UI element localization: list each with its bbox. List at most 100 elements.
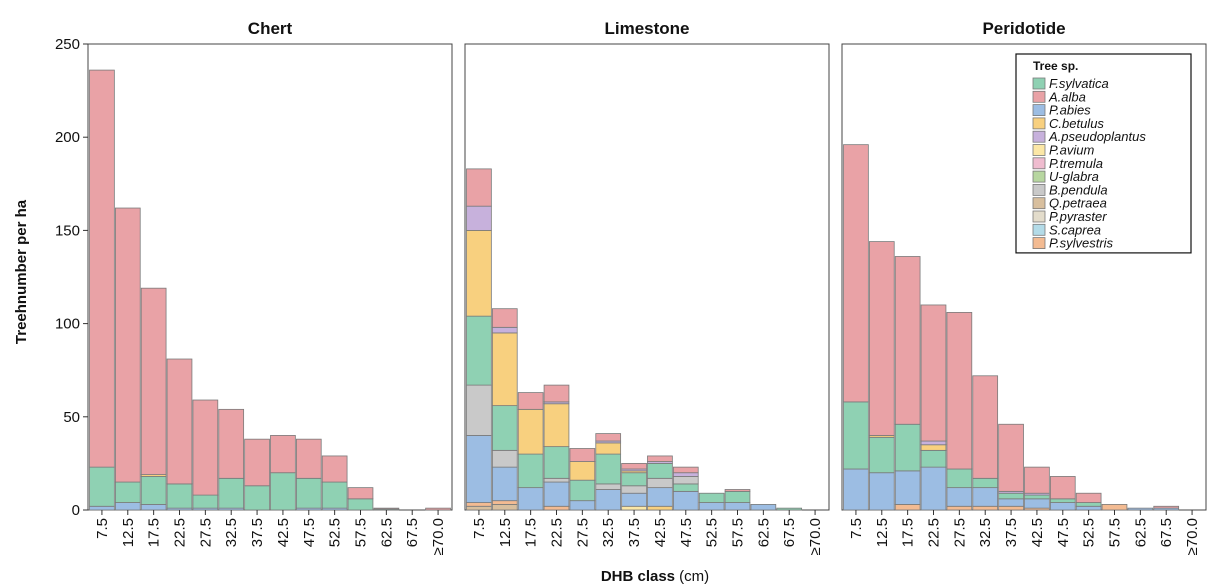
x-tick-label: 7.5 (848, 518, 865, 539)
x-tick-label: 67.5 (1158, 518, 1175, 547)
bar-segment (1127, 507, 1154, 511)
bar-segment (750, 504, 777, 511)
bar-segment (166, 358, 193, 485)
x-tick-label: 62.5 (755, 518, 772, 547)
bar-segment (491, 308, 518, 328)
bar-segment (1075, 505, 1102, 511)
bar-segment (1049, 502, 1076, 511)
bar-segment (621, 492, 647, 507)
bar-segment (698, 502, 725, 511)
bar-segment (321, 481, 348, 509)
panel-title-peridotide: Peridotide (982, 19, 1065, 38)
x-tick-label: 57.5 (353, 518, 370, 547)
bar-segment (621, 505, 647, 511)
bar-segment (672, 466, 699, 474)
bar-segment (569, 461, 596, 481)
bar-segment (466, 315, 492, 386)
bar-segment (621, 462, 647, 470)
legend-swatch (1032, 157, 1046, 170)
bar-segment (543, 446, 570, 479)
bar-segment (270, 435, 296, 474)
x-tick-label: 47.5 (1055, 518, 1072, 547)
x-tick-label: 32.5 (977, 518, 994, 547)
legend-swatch (1032, 117, 1046, 130)
x-tick-label: 22.5 (926, 518, 943, 547)
x-tick-label: 17.5 (523, 518, 540, 547)
bar-segment (166, 483, 193, 509)
bar-segment (569, 500, 596, 511)
bar-segment (946, 312, 973, 470)
bar-segment (672, 476, 699, 485)
bar-segment (724, 490, 751, 503)
bar-segment (114, 481, 141, 503)
legend-swatch (1032, 223, 1046, 236)
y-tick-label: 50 (63, 409, 80, 426)
bar-segment (491, 504, 518, 511)
x-tick-label: 37.5 (1003, 518, 1020, 547)
bar-segment (647, 505, 673, 511)
y-tick-label: 0 (72, 502, 80, 519)
legend-swatch (1032, 237, 1046, 250)
bar-segment (920, 440, 947, 446)
bar-segment (218, 408, 245, 479)
bar-segment (218, 477, 245, 509)
bar-segment (543, 403, 570, 448)
x-tick-label: 22.5 (549, 518, 566, 547)
x-tick-label: 22.5 (172, 518, 189, 547)
legend-swatch (1032, 197, 1046, 210)
x-tick-label: 7.5 (471, 518, 488, 539)
bar-segment (843, 144, 869, 403)
bar-segment (491, 405, 518, 451)
bar-segment (998, 505, 1024, 511)
legend-swatch (1032, 183, 1046, 196)
x-tick-label: 52.5 (1081, 518, 1098, 547)
legend-item-label: B.pendula (1049, 182, 1108, 197)
bar-segment (894, 504, 921, 511)
legend-swatch (1032, 90, 1046, 103)
x-axis-label: DHB class (cm) (601, 568, 709, 585)
legend-item-label: A.pseudoplantus (1048, 129, 1146, 144)
legend-item-label: Q.petraea (1049, 196, 1107, 211)
bar-segment (894, 470, 921, 505)
bar-segment (972, 477, 999, 489)
bar-segment (466, 168, 492, 207)
bar-segment (1049, 498, 1076, 503)
bar-segment (621, 485, 647, 494)
x-tick-label: 47.5 (678, 518, 695, 547)
legend-item-label: U-glabra (1049, 169, 1099, 184)
bar-segment (1075, 502, 1102, 507)
bar-segment (491, 449, 518, 468)
bar-segment (543, 481, 570, 507)
x-tick-label: ≥70.0 (430, 518, 447, 555)
bar-segment (672, 490, 699, 511)
bar-segment (647, 477, 673, 489)
legend-item-label: A.alba (1048, 89, 1086, 104)
bar-segment (621, 472, 647, 487)
legend-swatch (1032, 144, 1046, 156)
y-tick-label: 100 (55, 316, 80, 333)
bar-segment (843, 401, 869, 470)
bar-segment (647, 462, 673, 479)
bar-segment (998, 498, 1024, 507)
bar-segment (672, 483, 699, 492)
bar-segment (89, 505, 115, 511)
bar-segment (466, 505, 492, 511)
bar-segment (425, 507, 451, 511)
x-tick-label: ≥70.0 (807, 518, 824, 555)
bar-segment (140, 476, 167, 505)
x-tick-label: 27.5 (197, 518, 214, 547)
x-tick-label: 57.5 (1107, 518, 1124, 547)
bar-segment (843, 468, 869, 511)
x-tick-label: 67.5 (404, 518, 421, 547)
x-tick-label: 62.5 (1132, 518, 1149, 547)
panel-title-limestone: Limestone (604, 19, 689, 38)
bar-segment (647, 487, 673, 507)
x-tick-label: 57.5 (730, 518, 747, 547)
bar-segment (972, 487, 999, 507)
x-tick-label: 67.5 (781, 518, 798, 547)
x-tick-label: 32.5 (223, 518, 240, 547)
bar-segment (724, 502, 751, 511)
bar-segment (920, 449, 947, 468)
legend-swatch (1032, 130, 1046, 143)
